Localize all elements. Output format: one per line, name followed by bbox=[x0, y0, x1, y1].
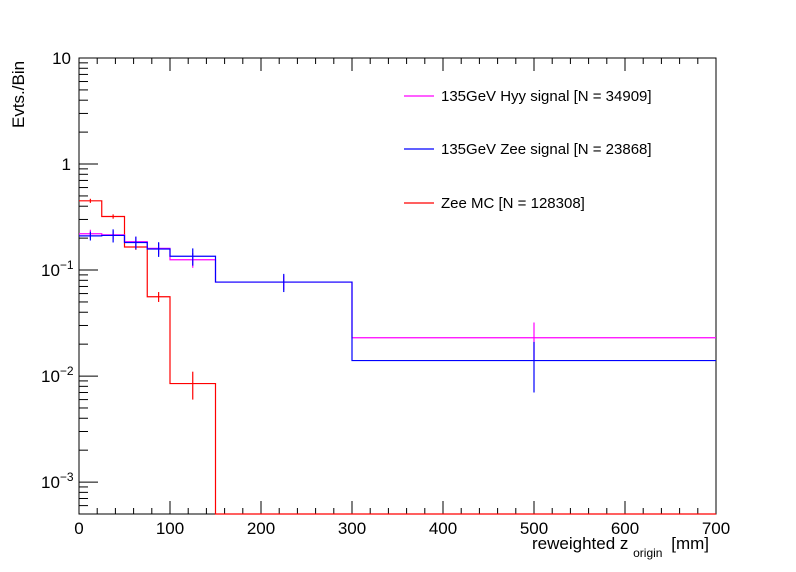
x-tick-label: 600 bbox=[611, 519, 639, 538]
x-tick-label: 500 bbox=[520, 519, 548, 538]
legend-label: 135GeV Hyy signal [N = 34909] bbox=[441, 88, 652, 105]
x-axis-title-main: reweighted z bbox=[532, 534, 628, 553]
plot-frame bbox=[78, 57, 717, 515]
x-tick-label: 400 bbox=[429, 519, 457, 538]
series-line bbox=[79, 200, 716, 515]
legend: 135GeV Hyy signal [N = 34909] 135GeV Zee … bbox=[404, 88, 652, 212]
y-tick-label: 1 bbox=[62, 155, 71, 174]
x-axis-title-subscript: origin bbox=[633, 546, 662, 560]
axis-ticks bbox=[78, 57, 717, 515]
series-1 bbox=[79, 229, 716, 393]
y-axis-title: Evts./Bin bbox=[9, 61, 28, 128]
series-line bbox=[79, 233, 716, 339]
legend-label: Zee MC [N = 128308] bbox=[441, 195, 585, 212]
x-tick-label: 700 bbox=[702, 519, 730, 538]
series-line bbox=[79, 234, 716, 362]
y-tick-label: 10−3 bbox=[41, 470, 74, 492]
x-tick-label: 200 bbox=[247, 519, 275, 538]
x-tick-labels: 0 100 200 300 400 500 600 700 bbox=[74, 519, 730, 538]
series-2 bbox=[79, 198, 716, 515]
series-layer bbox=[79, 198, 716, 515]
y-tick-labels: 10 1 10−1 10−2 10−3 bbox=[41, 49, 74, 492]
series-0 bbox=[79, 229, 716, 361]
x-tick-label: 100 bbox=[156, 519, 184, 538]
x-axis-title-unit: [mm] bbox=[671, 534, 709, 553]
x-axis-title: reweighted z origin [mm] bbox=[532, 534, 709, 561]
x-tick-label: 0 bbox=[74, 519, 83, 538]
legend-label: 135GeV Zee signal [N = 23868] bbox=[441, 141, 652, 158]
y-tick-label: 10−2 bbox=[41, 364, 74, 386]
y-tick-label: 10−1 bbox=[41, 258, 74, 280]
x-tick-label: 300 bbox=[338, 519, 366, 538]
y-tick-label: 10 bbox=[52, 49, 71, 68]
